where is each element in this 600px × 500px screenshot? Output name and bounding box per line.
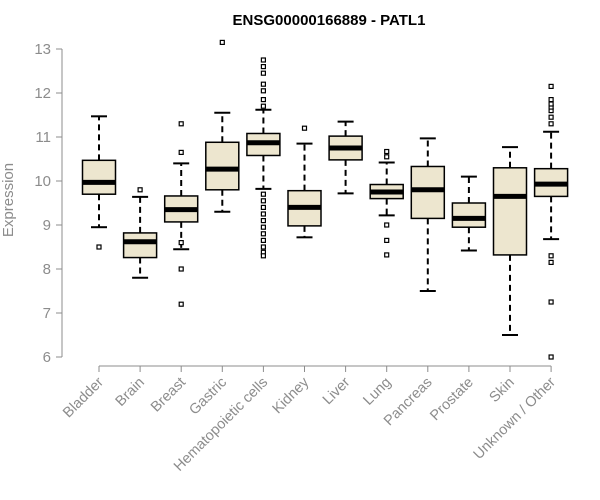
outlier-point [178, 149, 184, 155]
outlier-point [137, 187, 143, 193]
y-axis-label: Expression [0, 163, 17, 237]
outlier-point [178, 301, 184, 307]
chart-title: ENSG00000166889 - PATL1 [233, 12, 426, 29]
box-series [81, 39, 569, 360]
outlier-point [548, 96, 554, 103]
outlier-point [548, 354, 554, 360]
y-tick-label: 11 [35, 129, 51, 146]
x-tick-label: Lung [360, 375, 394, 409]
box-group [246, 57, 281, 259]
outlier-point [260, 103, 266, 109]
box [451, 202, 487, 228]
outlier-point [219, 39, 225, 46]
box-group [328, 120, 363, 195]
box-group [81, 115, 117, 250]
outlier-point [260, 198, 266, 204]
x-tick-label: Bladder [60, 374, 107, 421]
box [410, 165, 446, 220]
outlier-point [260, 237, 266, 243]
outlier-point [260, 211, 266, 217]
outlier-point [260, 70, 266, 76]
outlier-point [384, 148, 390, 155]
x-tick-label: Kidney [270, 374, 313, 417]
y-axis: 6 7 8 9 10 11 12 13 [34, 41, 63, 366]
box-group [369, 148, 404, 258]
box [205, 141, 240, 191]
outlier-point [260, 224, 266, 230]
outlier-point [548, 259, 554, 265]
outlier-point [260, 81, 266, 87]
box-group [122, 187, 158, 279]
outlier-point [260, 231, 266, 237]
x-tick-label: Skin [487, 375, 518, 406]
outlier-point [260, 253, 266, 259]
outlier-point [260, 244, 266, 250]
x-tick-label: Brain [113, 375, 148, 410]
box-group [533, 83, 569, 360]
box-group [287, 125, 322, 239]
outlier-point [260, 204, 266, 210]
box-group [451, 175, 487, 252]
box [122, 232, 158, 259]
outlier-point [178, 121, 184, 127]
box-group [492, 146, 528, 336]
outlier-point [260, 63, 266, 70]
x-tick-label: Prostate [427, 375, 476, 424]
outlier-point [260, 218, 266, 224]
outlier-point [96, 244, 102, 250]
outlier-point [178, 240, 184, 246]
outlier-point [260, 96, 266, 103]
outlier-point [178, 266, 184, 272]
y-tick-label: 6 [43, 349, 51, 366]
outlier-point [548, 299, 554, 305]
outlier-point [384, 154, 390, 160]
outlier-point [384, 222, 390, 228]
y-tick-label: 13 [34, 41, 51, 58]
outlier-point [548, 101, 554, 107]
y-tick-label: 12 [34, 85, 51, 102]
y-tick-label: 10 [34, 173, 51, 190]
box-group [205, 39, 240, 213]
outlier-point [384, 252, 390, 258]
outlier-point [301, 125, 308, 131]
outlier-point [548, 253, 554, 259]
box-group [410, 137, 446, 292]
outlier-point [548, 114, 554, 120]
box-group [163, 121, 199, 307]
x-tick-label: Liver [320, 374, 354, 408]
box [492, 167, 528, 256]
outlier-point [260, 191, 266, 197]
box [81, 159, 117, 195]
outlier-point [548, 83, 554, 90]
outlier-point [384, 237, 390, 243]
y-tick-label: 8 [43, 261, 51, 278]
outlier-point [260, 88, 266, 94]
y-tick-label: 7 [43, 305, 51, 322]
y-tick-label: 9 [43, 217, 51, 234]
outlier-point [260, 57, 266, 63]
outlier-point [548, 121, 554, 127]
x-tick-label: Breast [148, 375, 189, 416]
